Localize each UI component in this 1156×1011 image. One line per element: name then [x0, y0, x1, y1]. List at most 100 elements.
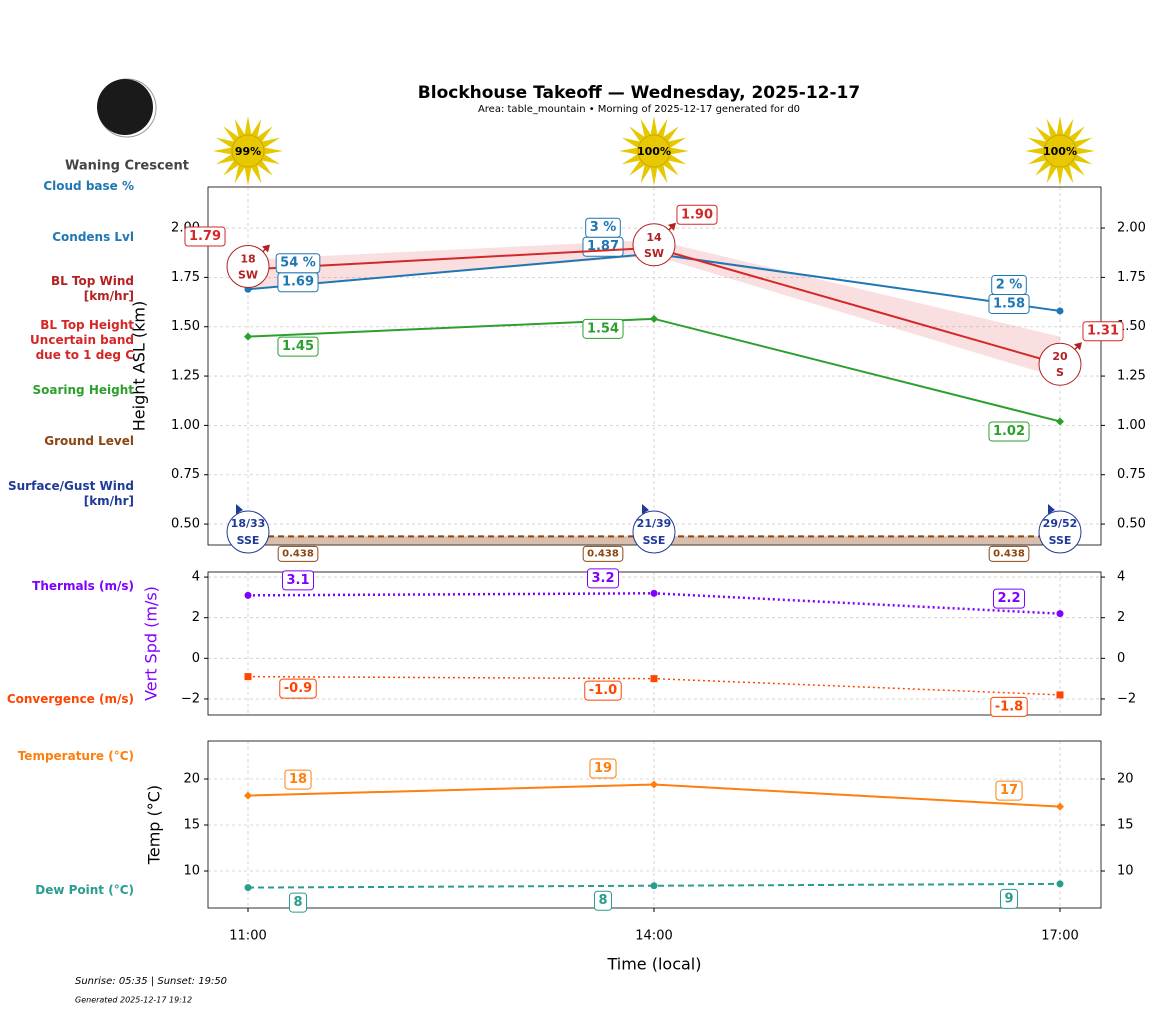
data-label: 0.438 — [282, 548, 314, 559]
data-label: 1.90 — [681, 207, 713, 222]
surface-wind-marker — [632, 510, 676, 554]
y-tick-label: 1.25 — [171, 369, 200, 384]
marker — [244, 591, 252, 599]
plot-frame — [207, 571, 1102, 716]
marker — [1056, 880, 1064, 888]
data-label: 17 — [1000, 783, 1018, 798]
y-tick-label: −2 — [181, 691, 200, 706]
cloud-base-label-group: 2 % — [991, 274, 1027, 295]
data-label-group: 3.2 — [586, 568, 620, 589]
data-label-box — [676, 204, 718, 225]
data-label-box — [184, 226, 226, 247]
wind-arrow-head — [668, 222, 676, 231]
data-label: 3.2 — [591, 571, 614, 586]
y-tick-label: 1.75 — [171, 270, 200, 285]
cloud-base-label-group: 54 % — [275, 253, 321, 274]
y-tick-label: 1.00 — [1117, 418, 1146, 433]
data-label: 1.79 — [189, 229, 221, 244]
data-label-box — [988, 545, 1030, 562]
data-label-group: 1.79 — [184, 226, 226, 247]
data-label-group: 1.69 — [277, 272, 319, 293]
legend-label: Condens Lvl — [52, 230, 134, 244]
legend-label: Thermals (m/s) — [32, 579, 134, 593]
bl-wind-speed: 14 — [646, 231, 662, 244]
marker — [1056, 307, 1064, 315]
legend-label: BL Top Height — [40, 318, 134, 332]
data-label-group: 8 — [288, 892, 308, 913]
data-label-group: 9 — [999, 888, 1019, 909]
data-label-box — [582, 318, 624, 339]
y-axis-label: Vert Spd (m/s) — [142, 586, 161, 701]
chart-title: Blockhouse Takeoff — Wednesday, 2025-12-… — [418, 83, 860, 103]
cloud-base-label: 2 % — [996, 277, 1023, 292]
data-label-group: 1.87 — [582, 236, 624, 257]
marker — [650, 780, 658, 789]
surface-wind-speed: 29/52 — [1043, 517, 1078, 530]
y-tick-label: 0.50 — [171, 517, 200, 532]
marker — [244, 884, 252, 892]
legend-label: Surface/Gust Wind [km/hr] — [8, 479, 134, 508]
data-label-group: -1.0 — [584, 680, 622, 701]
data-label-box — [999, 888, 1019, 909]
legend-label: Convergence (m/s) — [6, 692, 134, 706]
data-label-group: 18 — [284, 769, 312, 790]
data-label-group: 8 — [593, 890, 613, 911]
bl-wind-marker — [226, 244, 270, 288]
data-label: 1.31 — [1087, 324, 1119, 339]
y-tick-label: 10 — [1117, 864, 1134, 879]
sun-disc — [637, 134, 671, 168]
data-label-box — [586, 568, 620, 589]
surface-wind-marker — [226, 510, 270, 554]
data-label: 2.2 — [997, 591, 1020, 606]
data-label-box — [288, 892, 308, 913]
y-tick-label: 20 — [1117, 772, 1134, 787]
data-label-box — [582, 545, 624, 562]
cloud-base-label: 3 % — [590, 220, 617, 235]
x-axis-label: Time (local) — [606, 955, 701, 974]
data-label-box — [593, 890, 613, 911]
series-line — [247, 882, 1061, 889]
sun-times: Sunrise: 05:35 | Sunset: 19:50 — [75, 976, 227, 987]
moon-phase: Waning Crescent — [65, 159, 189, 174]
bl-wind-direction: S — [1056, 366, 1064, 379]
data-label-group: 1.54 — [582, 318, 624, 339]
surface-wind-direction: SSE — [643, 534, 666, 547]
legend-label: Soaring Height — [32, 383, 135, 397]
y-tick-label: 1.25 — [1117, 369, 1146, 384]
surface-wind-direction: SSE — [1049, 534, 1072, 547]
legend-label: Dew Point (°C) — [35, 883, 134, 897]
data-label: 1.45 — [282, 339, 314, 354]
legend-label: Uncertain band due to 1 deg C — [30, 333, 134, 362]
y-tick-label: 0.75 — [1117, 467, 1146, 482]
data-label-group: 0.438 — [582, 545, 624, 562]
surface-wind-speed: 18/33 — [231, 517, 266, 530]
marker — [650, 314, 658, 323]
data-label-box — [988, 421, 1030, 442]
bl-wind-marker — [1038, 342, 1082, 386]
data-label-box — [990, 696, 1028, 717]
data-label: 1.69 — [282, 275, 314, 290]
data-label: 8 — [598, 893, 607, 908]
sun-percent: 100% — [637, 145, 671, 158]
wind-arrow-head — [1074, 342, 1082, 351]
data-label-box — [281, 570, 315, 591]
wind-arrow-head — [262, 244, 270, 253]
chart-subtitle: Area: table_mountain • Morning of 2025-1… — [478, 104, 800, 115]
data-label-group: 19 — [589, 758, 617, 779]
cloud-base-label-box — [991, 274, 1027, 295]
data-label-group: -1.8 — [990, 696, 1028, 717]
bl-wind-speed: 18 — [240, 252, 255, 265]
data-label-group: 1.02 — [988, 421, 1030, 442]
data-label-box — [995, 780, 1023, 801]
data-label-group: 1.31 — [1082, 321, 1124, 342]
data-label-group: 1.45 — [277, 336, 319, 357]
sun-percent: 99% — [235, 145, 261, 158]
cloud-base-label-box — [275, 253, 321, 274]
cloud-base-label-group: 3 % — [585, 217, 621, 238]
bl-wind-direction: SW — [238, 268, 258, 281]
surface-wind-speed: 21/39 — [637, 517, 672, 530]
x-tick-label: 11:00 — [229, 929, 266, 944]
uncertainty-band — [248, 239, 1060, 379]
